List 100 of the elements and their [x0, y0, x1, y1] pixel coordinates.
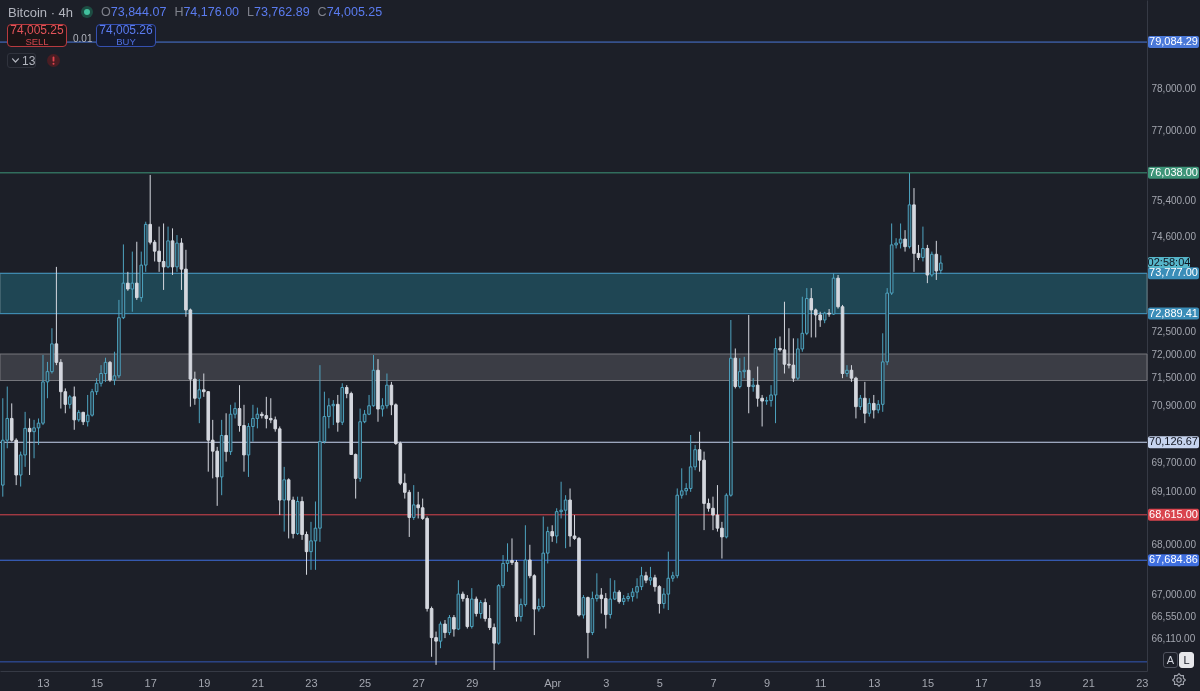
candlestick	[411, 484, 416, 521]
candlestick	[635, 577, 639, 600]
y-tick-label: 75,400.00	[1151, 195, 1197, 207]
x-tick-label: 13	[868, 676, 881, 689]
candlestick	[737, 357, 742, 389]
x-tick-label: 21	[251, 676, 265, 689]
annotation: H74,176.00	[174, 5, 240, 19]
ref-line-label: 67,684.86	[1149, 553, 1198, 566]
x-tick-label: 23	[305, 676, 318, 689]
x-tick-label: 25	[358, 676, 372, 689]
candlestick	[903, 229, 907, 253]
text: 02:58:04	[1147, 255, 1191, 268]
annotation: C74,005.25	[317, 5, 383, 19]
candlestick	[282, 466, 286, 533]
candlestick	[938, 254, 943, 275]
ref-line-label: 76,038.00	[1149, 165, 1198, 178]
x-tick-label: 7	[710, 676, 717, 689]
candlestick	[921, 226, 925, 262]
x-tick-label: 13	[37, 676, 50, 689]
candlestick	[134, 241, 139, 301]
candlestick	[648, 566, 653, 586]
candlestick	[175, 234, 179, 273]
annotation: 13	[22, 53, 36, 68]
candlestick	[603, 592, 608, 630]
ref-line-label: 70,126.67	[1149, 435, 1198, 448]
candlestick	[335, 394, 340, 433]
x-tick-label: Apr	[544, 676, 562, 689]
candlestick	[845, 364, 849, 378]
candlestick	[443, 619, 447, 639]
candlestick	[385, 373, 389, 410]
candlestick	[452, 614, 456, 638]
y-tick-label: 67,000.00	[1151, 588, 1197, 600]
ref-line-label: 72,889.41	[1149, 306, 1198, 319]
y-tick-label: 66,110.00	[1151, 633, 1196, 645]
y-tick-label: 69,700.00	[1151, 457, 1197, 469]
x-tick-label: 3	[603, 676, 610, 689]
annotation: BUY	[116, 36, 136, 48]
y-tick-label: 69,100.00	[1151, 485, 1197, 497]
ref-line-label: 73,777.00	[1149, 266, 1198, 279]
x-tick-label: 17	[144, 676, 157, 689]
candlestick	[126, 271, 130, 292]
candlestick	[827, 308, 831, 318]
x-tick-label: 9	[764, 676, 771, 689]
x-tick-label: 17	[975, 676, 988, 689]
candlestick	[478, 599, 483, 620]
candlestick	[608, 577, 613, 620]
candlestick	[99, 364, 103, 388]
y-tick-label: 68,000.00	[1151, 539, 1197, 551]
sell-button: 74,005.25 SELL	[7, 24, 67, 47]
candlestick	[309, 521, 313, 571]
y-tick-label: 72,500.00	[1151, 325, 1197, 337]
candlestick	[863, 381, 867, 424]
annotation: L73,762.89	[247, 5, 310, 19]
x-tick-label: 19	[198, 676, 211, 689]
x-tick-label: 27	[412, 676, 425, 689]
candlestick	[666, 551, 671, 611]
candlestick	[809, 287, 814, 338]
candlestick	[746, 314, 751, 414]
y-tick-label: 74,600.00	[1151, 230, 1197, 242]
candlestick	[644, 571, 648, 584]
x-tick-label: 19	[1028, 676, 1042, 689]
candlestick	[32, 419, 36, 459]
x-tick-label: 21	[1082, 676, 1095, 689]
buy-button: 74,005.26 BUY	[96, 24, 156, 47]
annotation: 0.01	[73, 33, 93, 44]
toggle-button: 13	[7, 53, 36, 68]
candlestick	[474, 596, 479, 618]
x-tick-label: 15	[921, 676, 935, 689]
x-tick-label: 11	[814, 676, 827, 689]
annotation: O73,844.07	[101, 5, 167, 19]
candlestick	[197, 378, 202, 424]
candlestick	[264, 396, 269, 429]
candlestick	[108, 360, 112, 383]
y-tick-label: 70,900.00	[1151, 400, 1197, 412]
candlestick	[27, 417, 32, 476]
x-tick-label: 5	[656, 676, 663, 689]
ref-line-label: 68,615.00	[1149, 507, 1198, 520]
candlestick	[599, 587, 604, 615]
auto-scale-button: A	[1163, 652, 1178, 668]
candlestick	[224, 412, 228, 463]
candlestick	[871, 394, 876, 419]
candlestick	[934, 240, 939, 281]
candlestick	[72, 386, 77, 431]
y-tick-label: 72,000.00	[1151, 348, 1197, 360]
candlestick	[867, 397, 872, 418]
ref-line-label: 79,084.29	[1149, 35, 1198, 48]
candlestick	[898, 222, 903, 249]
candlestick	[331, 399, 336, 426]
x-tick-label: 29	[466, 676, 479, 689]
y-tick-label: 77,000.00	[1151, 125, 1197, 137]
y-tick-label: 71,500.00	[1151, 372, 1197, 384]
y-tick-label: 78,000.00	[1151, 82, 1197, 94]
x-tick-label: 15	[90, 676, 104, 689]
log-scale-button: L	[1179, 652, 1194, 668]
y-tick-label: 66,550.00	[1151, 611, 1197, 623]
annotation: 74,005.25	[10, 23, 64, 38]
candlestick	[563, 494, 568, 549]
candlestick	[930, 251, 934, 278]
candlestick	[286, 477, 291, 539]
x-tick-label: 23	[1136, 676, 1149, 689]
